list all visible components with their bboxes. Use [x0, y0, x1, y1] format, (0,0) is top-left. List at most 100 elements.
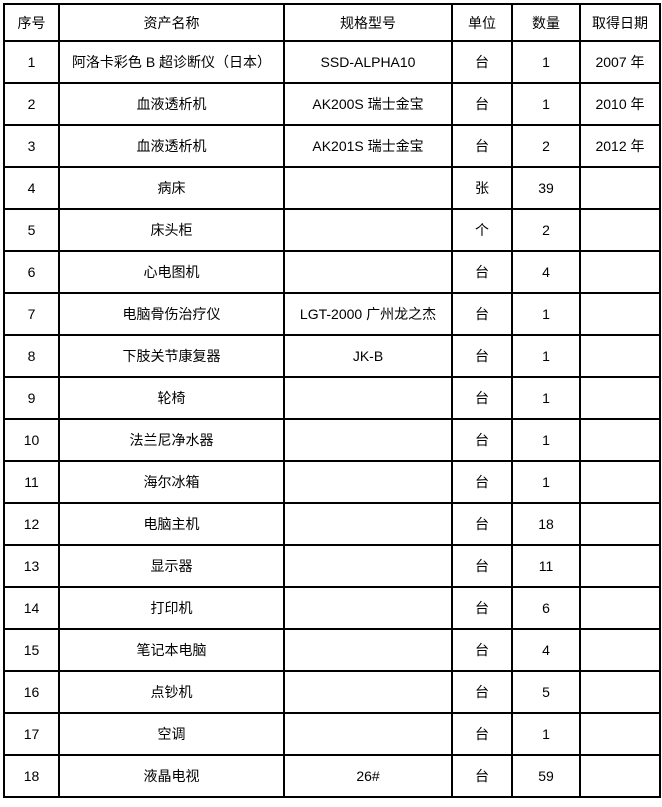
cell-spec	[283, 250, 453, 294]
cell-name: 笔记本电脑	[58, 628, 285, 672]
cell-qty: 4	[511, 628, 581, 672]
cell-date	[579, 418, 661, 462]
cell-spec: AK201S 瑞士金宝	[283, 124, 453, 168]
cell-spec: 26#	[283, 754, 453, 798]
cell-date	[579, 502, 661, 546]
cell-date	[579, 166, 661, 210]
cell-index: 11	[3, 460, 60, 504]
cell-date	[579, 460, 661, 504]
cell-unit: 台	[451, 628, 513, 672]
cell-name: 液晶电视	[58, 754, 285, 798]
cell-name: 轮椅	[58, 376, 285, 420]
table-row: 15 笔记本电脑 台 4	[3, 628, 661, 672]
cell-spec	[283, 712, 453, 756]
cell-date: 2007 年	[579, 40, 661, 84]
asset-table: 序号 资产名称 规格型号 单位 数量 取得日期 1 阿洛卡彩色 B 超诊断仪（日本…	[3, 3, 661, 798]
table-row: 11 海尔冰箱 台 1	[3, 460, 661, 504]
cell-date	[579, 754, 661, 798]
table-row: 7 电脑骨伤治疗仪 LGT-2000 广州龙之杰台 1	[3, 292, 661, 336]
col-header-name: 资产名称	[58, 3, 285, 42]
table-row: 9 轮椅 台 1	[3, 376, 661, 420]
cell-spec: AK200S 瑞士金宝	[283, 82, 453, 126]
cell-name: 点钞机	[58, 670, 285, 714]
cell-unit: 台	[451, 586, 513, 630]
cell-date	[579, 628, 661, 672]
table-row: 14 打印机 台 6	[3, 586, 661, 630]
cell-spec	[283, 628, 453, 672]
cell-spec	[283, 670, 453, 714]
table-row: 16 点钞机 台 5	[3, 670, 661, 714]
table-row: 3 血液透析机 AK201S 瑞士金宝台 2 2012 年	[3, 124, 661, 168]
cell-date	[579, 670, 661, 714]
cell-qty: 1	[511, 460, 581, 504]
cell-qty: 11	[511, 544, 581, 588]
cell-date	[579, 544, 661, 588]
cell-index: 8	[3, 334, 60, 378]
cell-index: 4	[3, 166, 60, 210]
cell-qty: 1	[511, 82, 581, 126]
cell-index: 17	[3, 712, 60, 756]
table-row: 2 血液透析机 AK200S 瑞士金宝台 1 2010 年	[3, 82, 661, 126]
table-body: 1 阿洛卡彩色 B 超诊断仪（日本） SSD-ALPHA10 台 1 2007 年 2 血液透…	[3, 40, 661, 798]
cell-index: 2	[3, 82, 60, 126]
cell-name: 血液透析机	[58, 124, 285, 168]
cell-date	[579, 334, 661, 378]
cell-unit: 台	[451, 250, 513, 294]
cell-spec	[283, 208, 453, 252]
cell-qty: 39	[511, 166, 581, 210]
cell-unit: 台	[451, 334, 513, 378]
table-row: 5 床头柜 个 2	[3, 208, 661, 252]
cell-unit: 个	[451, 208, 513, 252]
cell-spec: LGT-2000 广州龙之杰	[283, 292, 453, 336]
cell-index: 14	[3, 586, 60, 630]
cell-unit: 台	[451, 754, 513, 798]
cell-index: 9	[3, 376, 60, 420]
cell-qty: 1	[511, 40, 581, 84]
cell-index: 13	[3, 544, 60, 588]
cell-index: 18	[3, 754, 60, 798]
table-row: 8 下肢关节康复器 JK-B 台 1	[3, 334, 661, 378]
cell-name: 下肢关节康复器	[58, 334, 285, 378]
cell-unit: 张	[451, 166, 513, 210]
cell-name: 心电图机	[58, 250, 285, 294]
cell-index: 1	[3, 40, 60, 84]
cell-date: 2010 年	[579, 82, 661, 126]
cell-name: 法兰尼净水器	[58, 418, 285, 462]
cell-unit: 台	[451, 40, 513, 84]
cell-name: 打印机	[58, 586, 285, 630]
cell-qty: 18	[511, 502, 581, 546]
cell-qty: 2	[511, 208, 581, 252]
cell-qty: 6	[511, 586, 581, 630]
cell-date	[579, 208, 661, 252]
cell-spec: JK-B	[283, 334, 453, 378]
cell-unit: 台	[451, 82, 513, 126]
header-row: 序号 资产名称 规格型号 单位 数量 取得日期	[3, 3, 661, 42]
cell-qty: 1	[511, 712, 581, 756]
cell-unit: 台	[451, 670, 513, 714]
cell-qty: 1	[511, 376, 581, 420]
cell-name: 显示器	[58, 544, 285, 588]
cell-unit: 台	[451, 376, 513, 420]
cell-name: 阿洛卡彩色 B 超诊断仪（日本）	[58, 40, 285, 84]
table-row: 17 空调 台 1	[3, 712, 661, 756]
cell-name: 电脑主机	[58, 502, 285, 546]
cell-qty: 1	[511, 418, 581, 462]
cell-index: 6	[3, 250, 60, 294]
cell-spec	[283, 460, 453, 504]
cell-index: 7	[3, 292, 60, 336]
cell-qty: 4	[511, 250, 581, 294]
cell-unit: 台	[451, 124, 513, 168]
cell-unit: 台	[451, 712, 513, 756]
cell-name: 血液透析机	[58, 82, 285, 126]
cell-spec	[283, 502, 453, 546]
cell-name: 电脑骨伤治疗仪	[58, 292, 285, 336]
cell-qty: 1	[511, 292, 581, 336]
cell-date	[579, 586, 661, 630]
cell-unit: 台	[451, 502, 513, 546]
cell-index: 10	[3, 418, 60, 462]
cell-spec: SSD-ALPHA10	[283, 40, 453, 84]
col-header-index: 序号	[3, 3, 60, 42]
col-header-unit: 单位	[451, 3, 513, 42]
cell-name: 空调	[58, 712, 285, 756]
